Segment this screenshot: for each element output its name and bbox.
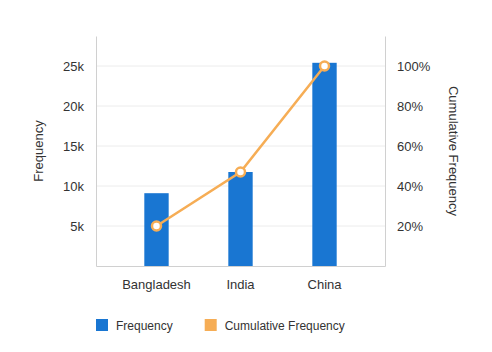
legend: Frequency Cumulative Frequency — [96, 319, 345, 333]
tick-label: 40% — [397, 179, 423, 194]
tick-label: 10k — [63, 179, 84, 194]
y-axis-title: Frequency — [31, 120, 46, 182]
tick: 100% — [385, 59, 431, 74]
tick-label: 25k — [63, 59, 84, 74]
y2-axis: 20% 40% 60% 80% 100% — [385, 37, 431, 267]
tick-label: Bangladesh — [122, 277, 191, 292]
tick-label: 5k — [70, 219, 84, 234]
marker — [236, 168, 245, 177]
legend-swatch — [205, 319, 217, 331]
tick-label: China — [308, 277, 343, 292]
bar — [228, 172, 252, 266]
tick: 10k — [63, 179, 96, 194]
tick: 15k — [63, 139, 96, 154]
tick-label: 20% — [397, 219, 423, 234]
tick-label: 20k — [63, 99, 84, 114]
line — [156, 66, 324, 226]
legend-label: Frequency — [116, 319, 173, 333]
tick: Bangladesh — [122, 266, 191, 292]
tick-label: 60% — [397, 139, 423, 154]
tick: 20% — [385, 219, 423, 234]
y-axis: 5k 10k 15k 20k 25k — [63, 37, 96, 267]
tick: China — [308, 266, 343, 292]
grid-line — [96, 66, 385, 67]
tick: 5k — [70, 219, 96, 234]
marker — [152, 222, 161, 231]
tick-label: 15k — [63, 139, 84, 154]
tick: 40% — [385, 179, 423, 194]
bar — [144, 193, 168, 266]
marker — [320, 62, 329, 71]
grid-line — [96, 146, 385, 147]
bar — [312, 63, 336, 266]
marks — [144, 62, 336, 267]
legend-swatch — [96, 319, 108, 331]
grid-line — [96, 106, 385, 107]
tick: India — [226, 266, 255, 292]
axis-line — [97, 266, 386, 267]
tick: 25k — [63, 59, 96, 74]
x-axis: Bangladesh India China — [97, 266, 386, 292]
chart: 5k 10k 15k 20k 25k 20% 40% 60% 80% 100% Bangladesh… — [0, 0, 492, 352]
tick: 20k — [63, 99, 96, 114]
tick: 80% — [385, 99, 423, 114]
axis-line — [96, 37, 97, 267]
tick: 60% — [385, 139, 423, 154]
y2-axis-title: Cumulative Frequency — [446, 86, 461, 217]
tick-label: India — [226, 277, 255, 292]
legend-label: Cumulative Frequency — [225, 319, 345, 333]
tick-label: 80% — [397, 99, 423, 114]
tick-label: 100% — [397, 59, 431, 74]
axis-line — [385, 37, 386, 267]
